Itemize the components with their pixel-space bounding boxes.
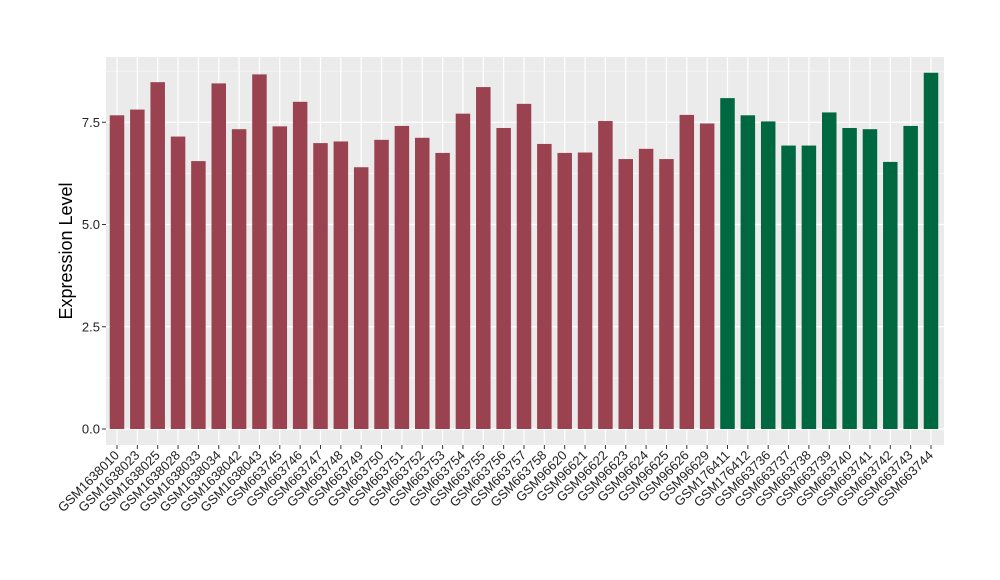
bar-GSM96623 xyxy=(618,159,633,429)
bar-GSM663740 xyxy=(842,127,857,429)
y-tick-label: 0.0 xyxy=(82,422,100,437)
bar-GSM663752 xyxy=(415,137,430,430)
y-tick-label: 2.5 xyxy=(82,319,100,334)
bar-GSM663742 xyxy=(883,161,898,429)
y-tick-label: 5.0 xyxy=(82,217,100,232)
bar-GSM663754 xyxy=(455,113,471,429)
bar-GSM663755 xyxy=(476,87,491,430)
bar-GSM96625 xyxy=(659,159,674,429)
bar-GSM663751 xyxy=(394,125,410,429)
y-axis: 0.0 2.5 5.0 7.5 xyxy=(82,115,106,437)
bar-GSM96620 xyxy=(557,152,572,430)
bar-GSM663738 xyxy=(801,145,817,430)
bar-GSM96629 xyxy=(699,123,715,430)
bar-GSM96626 xyxy=(679,114,695,429)
bar-GSM663747 xyxy=(313,143,328,429)
bar-GSM663753 xyxy=(435,152,450,430)
bar-GSM1638042 xyxy=(231,129,247,429)
bar-GSM663739 xyxy=(822,112,837,430)
bar-GSM663749 xyxy=(353,167,369,430)
bar-GSM1638025 xyxy=(150,82,165,429)
bar-GSM663741 xyxy=(862,129,878,429)
bar-GSM96622 xyxy=(598,121,613,429)
bar-GSM663746 xyxy=(292,101,308,430)
bar-GSM1638034 xyxy=(211,83,226,430)
bar-GSM663756 xyxy=(496,127,511,429)
bar-GSM663737 xyxy=(781,145,796,430)
bar-GSM663744 xyxy=(923,72,939,430)
bars xyxy=(109,72,939,430)
bar-GSM1638028 xyxy=(170,136,186,429)
bar-GSM1638043 xyxy=(252,74,267,429)
bar-GSM663750 xyxy=(374,139,389,429)
bar-GSM96624 xyxy=(638,148,654,429)
bar-GSM96621 xyxy=(577,152,593,430)
bar-GSM1638010 xyxy=(109,115,125,429)
bar-GSM1638023 xyxy=(130,109,145,430)
bar-GSM663758 xyxy=(537,143,552,429)
x-axis: GSM1638010GSM1638023GSM1638025GSM1638028… xyxy=(55,445,936,515)
bar-GSM663757 xyxy=(516,103,532,429)
bar-GSM663743 xyxy=(903,125,918,429)
bar-GSM663745 xyxy=(272,126,288,429)
bar-GSM1638033 xyxy=(191,161,206,430)
y-axis-title: Expression Level xyxy=(56,182,76,319)
y-tick-label: 7.5 xyxy=(82,115,100,130)
bar-GSM176412 xyxy=(740,115,756,429)
bar-GSM663748 xyxy=(333,141,349,429)
bar-GSM176411 xyxy=(720,98,735,429)
bar-GSM663736 xyxy=(760,121,776,429)
